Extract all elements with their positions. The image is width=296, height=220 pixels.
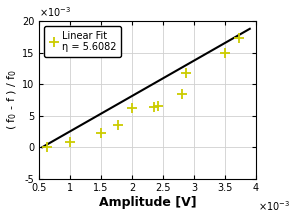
Text: $\times10^{-3}$: $\times10^{-3}$ <box>258 199 290 213</box>
Point <box>45 145 50 149</box>
Point <box>179 92 184 95</box>
Point <box>156 104 160 108</box>
Point <box>99 131 104 134</box>
Point <box>223 51 227 55</box>
Point <box>184 71 188 75</box>
X-axis label: Amplitude [V]: Amplitude [V] <box>99 196 196 209</box>
Point <box>68 140 73 144</box>
Point <box>152 105 156 109</box>
Point <box>116 123 121 127</box>
Point <box>130 106 134 110</box>
Legend: Linear Fit
η = 5.6082: Linear Fit η = 5.6082 <box>44 26 121 57</box>
Point <box>236 36 241 40</box>
Text: $\times10^{-3}$: $\times10^{-3}$ <box>39 6 71 20</box>
Y-axis label: ( f$_0$ - f ) / f$_0$: ( f$_0$ - f ) / f$_0$ <box>6 69 19 130</box>
